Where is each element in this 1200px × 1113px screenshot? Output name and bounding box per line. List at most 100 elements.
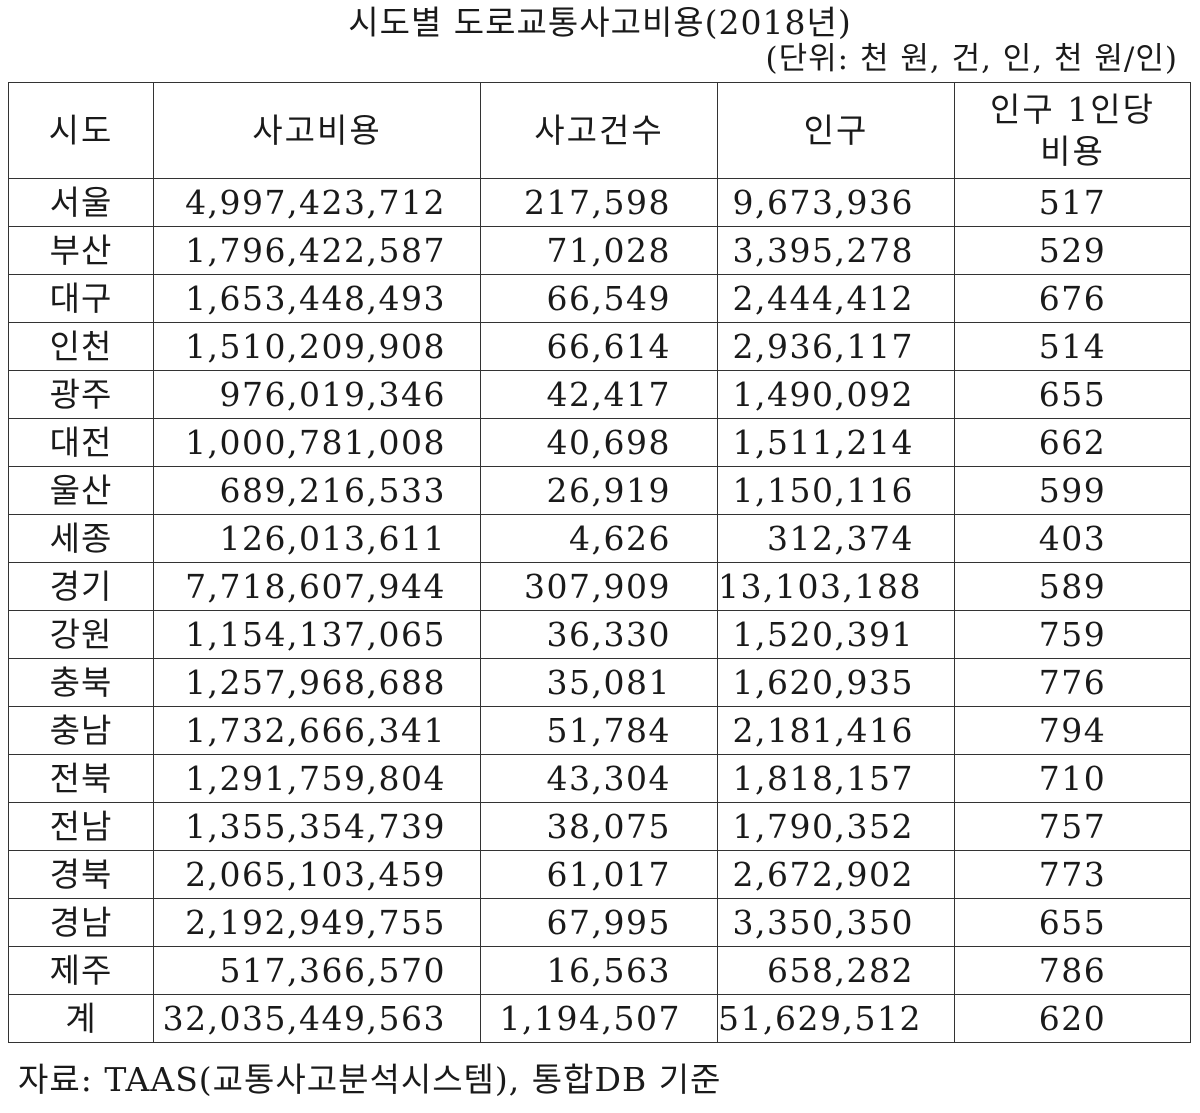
cell-region: 서울	[8, 178, 154, 227]
cell-cases: 71,028	[480, 226, 718, 275]
cell-per-capita: 776	[954, 658, 1191, 707]
table-row: 세종 126,013,611 4,626 312,374 403	[8, 514, 1191, 563]
table-body: 서울 4,997,423,712 217,598 9,673,936 517 부산 1,79…	[8, 178, 1191, 1043]
table-row: 제주 517,366,570 16,563 658,282 786	[8, 946, 1191, 995]
cell-population: 9,673,936	[717, 178, 955, 227]
cell-population: 1,818,157	[717, 754, 955, 803]
table-row: 대전 1,000,781,008 40,698 1,511,214 662	[8, 418, 1191, 467]
cell-region: 대구	[8, 274, 154, 323]
cell-population: 51,629,512	[717, 994, 955, 1043]
cell-per-capita: 786	[954, 946, 1191, 995]
cell-population: 1,520,391	[717, 610, 955, 659]
cell-region: 인천	[8, 322, 154, 371]
cell-cases: 26,919	[480, 466, 718, 515]
table-row: 전북 1,291,759,804 43,304 1,818,157 710	[8, 754, 1191, 803]
cell-cases: 61,017	[480, 850, 718, 899]
cell-population: 1,490,092	[717, 370, 955, 419]
cell-per-capita: 759	[954, 610, 1191, 659]
table-row: 강원 1,154,137,065 36,330 1,520,391 759	[8, 610, 1191, 659]
cell-per-capita: 655	[954, 370, 1191, 419]
cell-population: 1,790,352	[717, 802, 955, 851]
cell-region: 광주	[8, 370, 154, 419]
cell-population: 312,374	[717, 514, 955, 563]
source-note: 자료: TAAS(교통사고분석시스템), 통합DB 기준	[18, 1060, 722, 1099]
cell-population: 658,282	[717, 946, 955, 995]
cell-population: 1,150,116	[717, 466, 955, 515]
cell-population: 1,620,935	[717, 658, 955, 707]
cell-region: 대전	[8, 418, 154, 467]
cell-cases: 66,614	[480, 322, 718, 371]
table-row: 서울 4,997,423,712 217,598 9,673,936 517	[8, 178, 1191, 227]
cell-population: 1,511,214	[717, 418, 955, 467]
cell-cases: 36,330	[480, 610, 718, 659]
cell-cases: 43,304	[480, 754, 718, 803]
cell-cases: 35,081	[480, 658, 718, 707]
header-per-capita-line1: 인구 1인당	[990, 89, 1155, 129]
cell-cost: 1,257,968,688	[153, 658, 481, 707]
cell-cost: 126,013,611	[153, 514, 481, 563]
cell-region: 부산	[8, 226, 154, 275]
cell-region: 충북	[8, 658, 154, 707]
table-row: 광주 976,019,346 42,417 1,490,092 655	[8, 370, 1191, 419]
cell-region: 전남	[8, 802, 154, 851]
cell-cases: 42,417	[480, 370, 718, 419]
cell-cost: 976,019,346	[153, 370, 481, 419]
cell-per-capita: 676	[954, 274, 1191, 323]
cell-cost: 517,366,570	[153, 946, 481, 995]
cell-region: 울산	[8, 466, 154, 515]
cell-per-capita: 662	[954, 418, 1191, 467]
cell-cases: 1,194,507	[480, 994, 718, 1043]
cell-cases: 307,909	[480, 562, 718, 611]
table-row: 울산 689,216,533 26,919 1,150,116 599	[8, 466, 1191, 515]
header-per-capita-line2: 비용	[1040, 131, 1105, 171]
cell-region: 강원	[8, 610, 154, 659]
cell-region: 충남	[8, 706, 154, 755]
cell-cost: 2,065,103,459	[153, 850, 481, 899]
table-row: 전남 1,355,354,739 38,075 1,790,352 757	[8, 802, 1191, 851]
cell-cost: 689,216,533	[153, 466, 481, 515]
cell-region: 경북	[8, 850, 154, 899]
cell-region: 전북	[8, 754, 154, 803]
cell-per-capita: 514	[954, 322, 1191, 371]
table-row: 인천 1,510,209,908 66,614 2,936,117 514	[8, 322, 1191, 371]
cell-population: 2,672,902	[717, 850, 955, 899]
cell-per-capita: 655	[954, 898, 1191, 947]
table-row: 경기 7,718,607,944 307,909 13,103,188 589	[8, 562, 1191, 611]
cell-region: 제주	[8, 946, 154, 995]
table-total-row: 계 32,035,449,563 1,194,507 51,629,512 620	[8, 994, 1191, 1043]
cell-cost: 1,653,448,493	[153, 274, 481, 323]
cell-cases: 51,784	[480, 706, 718, 755]
cell-per-capita: 589	[954, 562, 1191, 611]
cell-cost: 1,510,209,908	[153, 322, 481, 371]
cell-cost: 1,000,781,008	[153, 418, 481, 467]
cell-cases: 66,549	[480, 274, 718, 323]
cell-region: 경기	[8, 562, 154, 611]
cell-per-capita: 599	[954, 466, 1191, 515]
cell-cost: 1,732,666,341	[153, 706, 481, 755]
table-header-row: 시도 사고비용 사고건수 인구 인구 1인당 비용	[8, 82, 1191, 179]
cell-region: 계	[8, 994, 154, 1043]
table-row: 충북 1,257,968,688 35,081 1,620,935 776	[8, 658, 1191, 707]
cell-per-capita: 620	[954, 994, 1191, 1043]
cell-cases: 40,698	[480, 418, 718, 467]
table-row: 대구 1,653,448,493 66,549 2,444,412 676	[8, 274, 1191, 323]
table-row: 경남 2,192,949,755 67,995 3,350,350 655	[8, 898, 1191, 947]
header-region: 시도	[8, 82, 154, 179]
cell-population: 2,444,412	[717, 274, 955, 323]
cell-region: 세종	[8, 514, 154, 563]
cell-per-capita: 517	[954, 178, 1191, 227]
cell-per-capita: 773	[954, 850, 1191, 899]
cell-cases: 67,995	[480, 898, 718, 947]
cost-table: 시도 사고비용 사고건수 인구 인구 1인당 비용 서울 4,997,423,71…	[8, 82, 1191, 1043]
cell-cases: 38,075	[480, 802, 718, 851]
cell-cost: 1,355,354,739	[153, 802, 481, 851]
cell-cost: 32,035,449,563	[153, 994, 481, 1043]
cell-cost: 7,718,607,944	[153, 562, 481, 611]
header-cost: 사고비용	[153, 82, 481, 179]
table-row: 경북 2,065,103,459 61,017 2,672,902 773	[8, 850, 1191, 899]
cell-per-capita: 403	[954, 514, 1191, 563]
header-population: 인구	[717, 82, 955, 179]
table-row: 충남 1,732,666,341 51,784 2,181,416 794	[8, 706, 1191, 755]
cell-per-capita: 710	[954, 754, 1191, 803]
unit-note: (단위: 천 원, 건, 인, 천 원/인)	[765, 41, 1178, 77]
